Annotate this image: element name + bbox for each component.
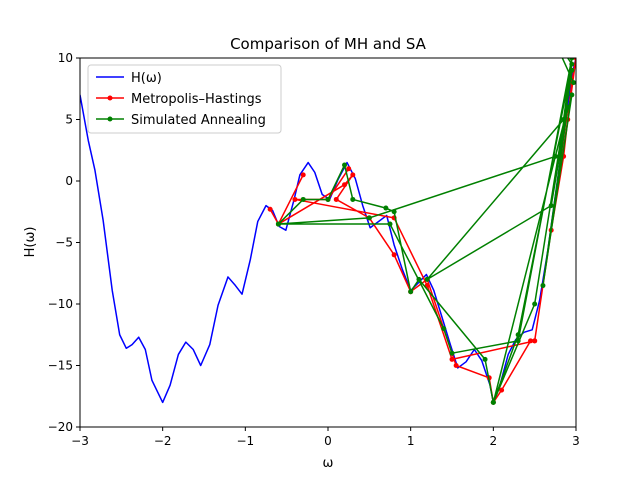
point: [424, 276, 430, 282]
point: [300, 196, 306, 202]
y-tick-label: −5: [55, 236, 73, 250]
legend-marker: [107, 116, 113, 122]
point: [532, 338, 538, 344]
point: [391, 209, 397, 215]
point: [342, 162, 348, 168]
point: [482, 356, 488, 362]
point: [325, 196, 331, 202]
point: [449, 356, 455, 362]
point: [416, 276, 422, 282]
point: [383, 205, 389, 211]
point: [490, 399, 496, 405]
y-tick-label: −10: [48, 297, 73, 311]
point: [569, 92, 575, 98]
point: [569, 58, 575, 61]
point: [292, 196, 298, 202]
point: [561, 117, 567, 122]
point: [571, 80, 576, 86]
point: [346, 166, 352, 172]
y-tick-label: −15: [48, 359, 73, 373]
point: [391, 252, 397, 258]
legend: H(ω) Metropolis–Hastings Simulated Anneali…: [87, 64, 282, 134]
point: [449, 350, 455, 356]
y-tick-label: 0: [65, 174, 73, 188]
point: [453, 363, 459, 368]
y-tick-label: 10: [58, 51, 73, 65]
x-axis-label: ω: [323, 456, 334, 471]
legend-label: H(ω): [131, 71, 162, 86]
y-tick-label: 5: [65, 113, 73, 127]
x-tick-label: 2: [490, 434, 498, 448]
x-tick-label: 1: [407, 434, 415, 448]
point: [552, 153, 558, 159]
point: [333, 196, 339, 202]
x-tick-label: −1: [236, 434, 254, 448]
point: [532, 301, 538, 307]
x-tick-label: −2: [154, 434, 172, 448]
point: [408, 289, 414, 295]
point: [350, 196, 356, 202]
point: [342, 182, 348, 188]
point: [565, 104, 571, 110]
point: [556, 153, 562, 159]
point: [499, 387, 505, 393]
point: [275, 221, 281, 227]
legend-label: Metropolis–Hastings: [131, 92, 262, 107]
point: [267, 206, 273, 212]
y-tick-label: −20: [48, 420, 73, 434]
x-tick-label: 0: [324, 434, 332, 448]
point: [569, 61, 575, 67]
point: [387, 221, 393, 227]
x-tick-label: 3: [572, 434, 580, 448]
legend-marker: [107, 95, 113, 101]
point: [300, 172, 306, 178]
point: [548, 203, 554, 209]
point: [515, 332, 521, 338]
point: [441, 326, 447, 332]
point: [528, 338, 534, 344]
point: [540, 283, 546, 289]
chart-title: Comparison of MH and SA: [230, 35, 427, 53]
point: [350, 172, 356, 178]
y-axis-label: H(ω): [23, 227, 38, 258]
point: [515, 338, 521, 344]
point: [569, 67, 575, 73]
point: [366, 215, 372, 221]
x-tick-label: −3: [71, 434, 89, 448]
legend-label: Simulated Annealing: [131, 113, 266, 128]
legend-box: [87, 64, 282, 134]
plot-area: [80, 58, 576, 405]
